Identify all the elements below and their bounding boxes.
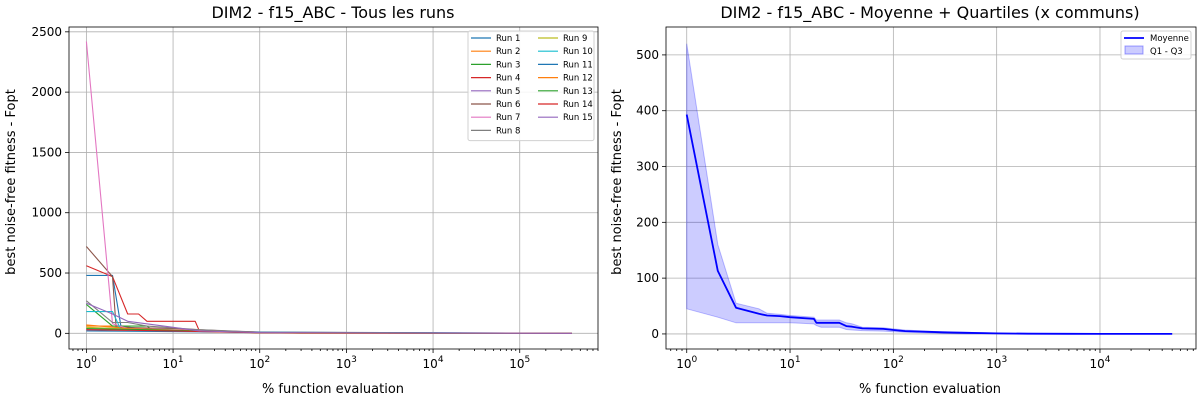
- y-tick-label: 500: [39, 266, 62, 280]
- x-tick-label: 101: [163, 355, 184, 371]
- tick-exponent: 3: [1001, 355, 1007, 365]
- legend-entry: Moyenne: [1150, 34, 1189, 44]
- legend-entry: Run 11: [563, 60, 593, 70]
- series-line: [86, 302, 572, 334]
- x-tick-label: 103: [986, 355, 1007, 371]
- y-tick-label: 0: [54, 326, 62, 340]
- x-tick-label: 105: [509, 355, 530, 371]
- tick-base: 10: [509, 357, 524, 371]
- axes-frame: [68, 26, 599, 350]
- tick-base: 10: [1089, 357, 1104, 371]
- axes-frame: [665, 26, 1197, 350]
- y-tick-label: 1000: [31, 206, 62, 220]
- y-tick-label: 200: [636, 215, 659, 229]
- legend-entry: Run 10: [563, 47, 593, 57]
- tick-base: 10: [780, 357, 795, 371]
- x-tick-label: 103: [336, 355, 357, 371]
- tick-base: 10: [883, 357, 898, 371]
- tick-base: 10: [986, 357, 1001, 371]
- y-tick-label: 2000: [31, 85, 62, 99]
- legend-entry: Run 4: [496, 74, 520, 84]
- x-axis-label: % function evaluation: [859, 382, 1001, 397]
- x-tick-label: 100: [676, 355, 697, 371]
- legend-box: [467, 30, 595, 142]
- legend-entry: Run 12: [563, 74, 593, 84]
- y-axis-label: best noise-free fitness - Fopt: [610, 89, 625, 275]
- y-tick-label: 400: [636, 104, 659, 118]
- x-tick-label: 102: [249, 355, 270, 371]
- x-tick-label: 104: [423, 355, 444, 371]
- y-tick-label: 1500: [31, 145, 62, 159]
- legend-entry: Q1 - Q3: [1150, 47, 1183, 57]
- tick-exponent: 2: [265, 355, 271, 365]
- series-line: [86, 274, 572, 334]
- tick-base: 10: [76, 357, 91, 371]
- legend-entry: Run 8: [496, 126, 520, 136]
- legend-entry: Run 6: [496, 100, 520, 110]
- quartile-band: [686, 43, 1173, 335]
- series-line: [85, 246, 572, 334]
- tick-base: 10: [249, 357, 264, 371]
- y-tick-label: 500: [636, 48, 659, 62]
- tick-exponent: 1: [178, 355, 184, 365]
- tick-exponent: 0: [91, 355, 97, 365]
- y-tick-label: 300: [636, 160, 659, 174]
- legend-entry: Run 15: [563, 113, 593, 123]
- series-line: [685, 114, 1173, 335]
- tick-exponent: 3: [351, 355, 357, 365]
- tick-exponent: 4: [1105, 355, 1111, 365]
- legend-swatch: [1124, 45, 1144, 55]
- legend-entry: Run 9: [563, 34, 587, 44]
- legend-entry: Run 13: [563, 87, 593, 97]
- legend: Moyenne Q1 - Q3: [1120, 30, 1192, 60]
- legend: Run 1 Run 2 Run 3 Run 4 Run 5 Run 6 Run 7 Run 8…: [467, 30, 595, 142]
- chart-title: DIM2 - f15_ABC - Tous les runs: [211, 3, 454, 23]
- tick-base: 10: [336, 357, 351, 371]
- tick-base: 10: [163, 357, 178, 371]
- panel-mean-quartiles: DIM2 - f15_ABC - Moyenne + Quartiles (x …: [610, 3, 1197, 397]
- x-tick-label: 100: [76, 355, 97, 371]
- x-axis-label: % function evaluation: [262, 382, 404, 397]
- tick-exponent: 0: [692, 355, 698, 365]
- legend-entry: Run 14: [563, 100, 593, 110]
- tick-exponent: 1: [795, 355, 801, 365]
- x-tick-label: 101: [780, 355, 801, 371]
- panel-all-runs: DIM2 - f15_ABC - Tous les runs % functio…: [4, 3, 599, 397]
- legend-entry: Run 2: [496, 47, 520, 57]
- plot-area: [85, 41, 572, 334]
- tick-exponent: 4: [438, 355, 444, 365]
- x-tick-label: 104: [1089, 355, 1110, 371]
- legend-entry: Run 7: [496, 113, 520, 123]
- legend-entry: Run 5: [496, 87, 520, 97]
- y-axis-label: best noise-free fitness - Fopt: [4, 89, 19, 275]
- tick-exponent: 2: [898, 355, 904, 365]
- legend-entry: Run 1: [496, 34, 520, 44]
- x-tick-label: 102: [883, 355, 904, 371]
- series-line: [86, 265, 572, 334]
- legend-entry: Run 3: [496, 60, 520, 70]
- y-tick-label: 2500: [31, 25, 62, 39]
- chart-title: DIM2 - f15_ABC - Moyenne + Quartiles (x …: [720, 3, 1139, 23]
- y-tick-label: 100: [636, 271, 659, 285]
- tick-base: 10: [423, 357, 438, 371]
- y-tick-label: 0: [651, 327, 659, 341]
- tick-base: 10: [676, 357, 691, 371]
- tick-exponent: 5: [525, 355, 531, 365]
- plot-area: [685, 43, 1173, 335]
